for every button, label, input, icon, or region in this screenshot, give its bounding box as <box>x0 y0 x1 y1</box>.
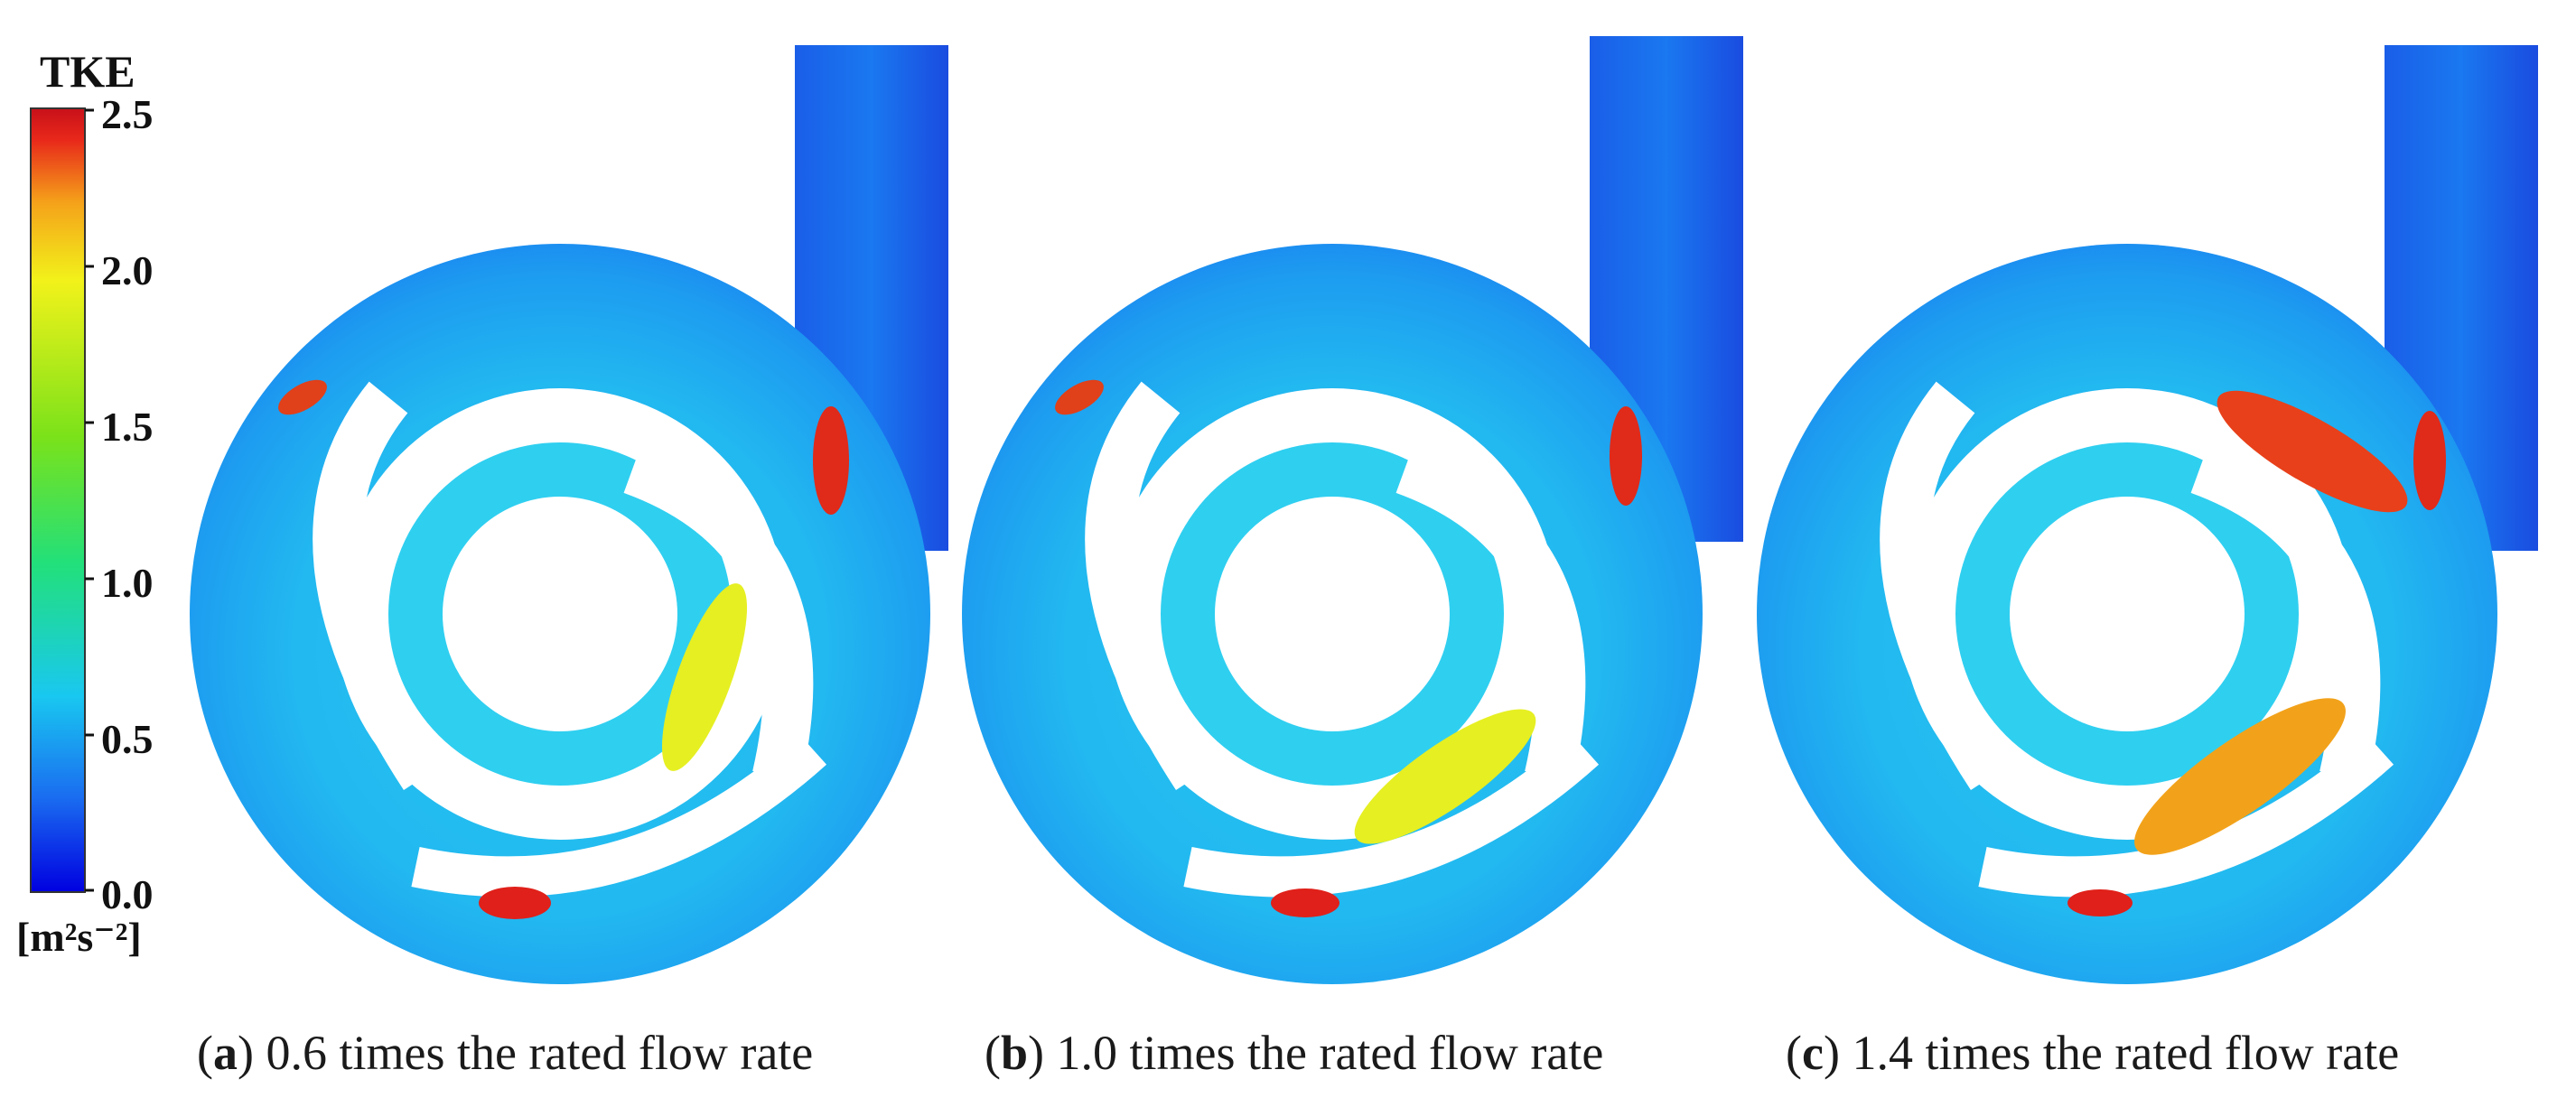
caption-panel-b: (b) 1.0 times the rated flow rate <box>985 1026 1604 1080</box>
blade <box>1085 381 1218 791</box>
blade <box>313 381 446 791</box>
impeller-inlet <box>1215 497 1450 731</box>
high-tke-region <box>278 379 327 415</box>
blade <box>411 734 827 898</box>
high-tke-region <box>2217 390 2408 513</box>
high-tke-region <box>479 887 551 919</box>
blade <box>2190 446 2381 783</box>
panel-b-contour <box>962 36 1743 984</box>
blade <box>1183 734 1600 898</box>
high-tke-region <box>813 406 849 515</box>
caption-panel-a: (a) 0.6 times the rated flow rate <box>197 1026 814 1080</box>
blade <box>1978 734 2394 898</box>
high-tke-region <box>1610 406 1642 506</box>
high-tke-region <box>2134 698 2346 855</box>
colorbar-tick-label: 0.0 <box>101 871 154 917</box>
colorbar-tick-label: 1.5 <box>101 404 154 450</box>
colorbar-tick-label: 1.0 <box>101 560 154 606</box>
panel-label: b <box>1000 1026 1029 1080</box>
panel-c-contour <box>1757 45 2538 984</box>
colorbar-tick-label: 2.0 <box>101 247 154 293</box>
high-tke-region <box>1354 709 1536 844</box>
caption-text: 1.4 times the rated flow rate <box>1852 1026 2400 1080</box>
high-tke-region <box>1055 379 1104 415</box>
high-tke-region <box>2067 889 2133 916</box>
colorbar-gradient <box>30 107 86 893</box>
caption-panel-c: (c) 1.4 times the rated flow rate <box>1786 1026 2400 1080</box>
colorbar-tick-label: 0.5 <box>101 716 154 762</box>
high-tke-region <box>1271 888 1339 917</box>
impeller-inlet <box>443 497 677 731</box>
caption-text: 1.0 times the rated flow rate <box>1056 1026 1604 1080</box>
colorbar <box>30 107 94 893</box>
colorbar-unit: [m²s⁻²] <box>16 914 142 960</box>
colorbar-tick-marks <box>85 108 94 892</box>
panel-label: c <box>1801 1026 1824 1080</box>
caption-text: 0.6 times the rated flow rate <box>266 1026 814 1080</box>
high-tke-region <box>2413 411 2446 510</box>
colorbar-tick-label: 2.5 <box>101 91 154 137</box>
high-tke-region <box>661 583 748 771</box>
blade <box>1880 381 2013 791</box>
colorbar-title: TKE <box>40 46 135 97</box>
panel-label: a <box>212 1026 238 1080</box>
impeller-inlet <box>2010 497 2245 731</box>
panel-a-contour <box>190 45 948 984</box>
blade <box>1395 446 1586 783</box>
blade <box>623 446 814 783</box>
